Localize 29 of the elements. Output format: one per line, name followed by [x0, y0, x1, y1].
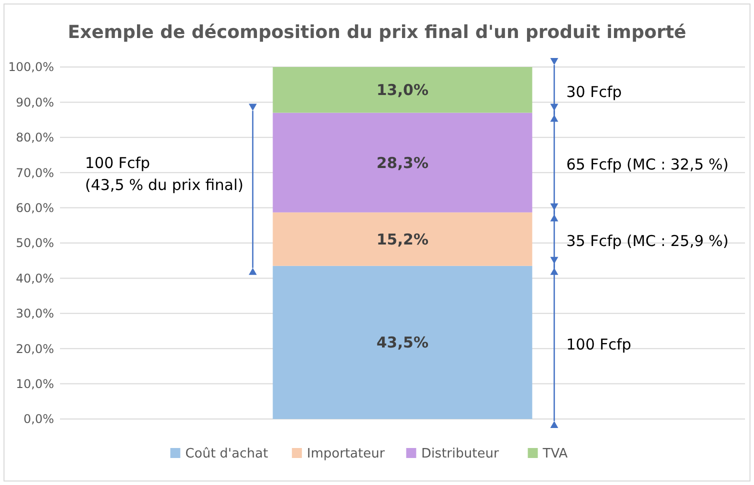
y-tick-label: 60,0%	[16, 201, 54, 215]
annotation: 65 Fcfp (MC : 32,5 %)	[566, 156, 729, 174]
chart-title: Exemple de décomposition du prix final d'un produit importé	[68, 22, 686, 43]
data-label: 13,0%	[376, 81, 429, 100]
y-tick-label: 40,0%	[16, 271, 54, 286]
bar	[272, 266, 532, 419]
legend-label: Coût d'achat	[185, 446, 268, 462]
y-tick-label: 20,0%	[16, 342, 54, 356]
annotation: 100 Fcfp	[566, 335, 632, 354]
annotation: 30 Fcfp	[566, 82, 622, 101]
legend-label: TVA	[542, 446, 568, 462]
data-label: 15,2%	[376, 230, 429, 248]
y-tick-label: 30,0%	[16, 306, 54, 321]
bar	[272, 212, 532, 266]
annotation: 35 Fcfp (MC : 25,9 %)	[566, 232, 729, 250]
y-tick-label: 10,0%	[16, 377, 54, 391]
y-tick-label: 90,0%	[16, 95, 54, 110]
y-tick-label: 80,0%	[16, 130, 54, 145]
data-label: 28,3%	[376, 154, 429, 172]
legend-label: Importateur	[306, 446, 386, 462]
data-label: 43,5%	[376, 334, 429, 352]
bar	[272, 112, 532, 212]
y-tick-label: 100,0%	[8, 60, 54, 74]
y-tick-label: 50,0%	[16, 236, 54, 250]
bar	[272, 67, 532, 113]
annotation: 100 Fcfp (43,5 % du prix final)	[85, 154, 244, 194]
y-tick-label: 0,0%	[24, 412, 54, 426]
y-tick-label: 70,0%	[16, 166, 54, 180]
legend-label: Distributeur	[421, 446, 500, 462]
